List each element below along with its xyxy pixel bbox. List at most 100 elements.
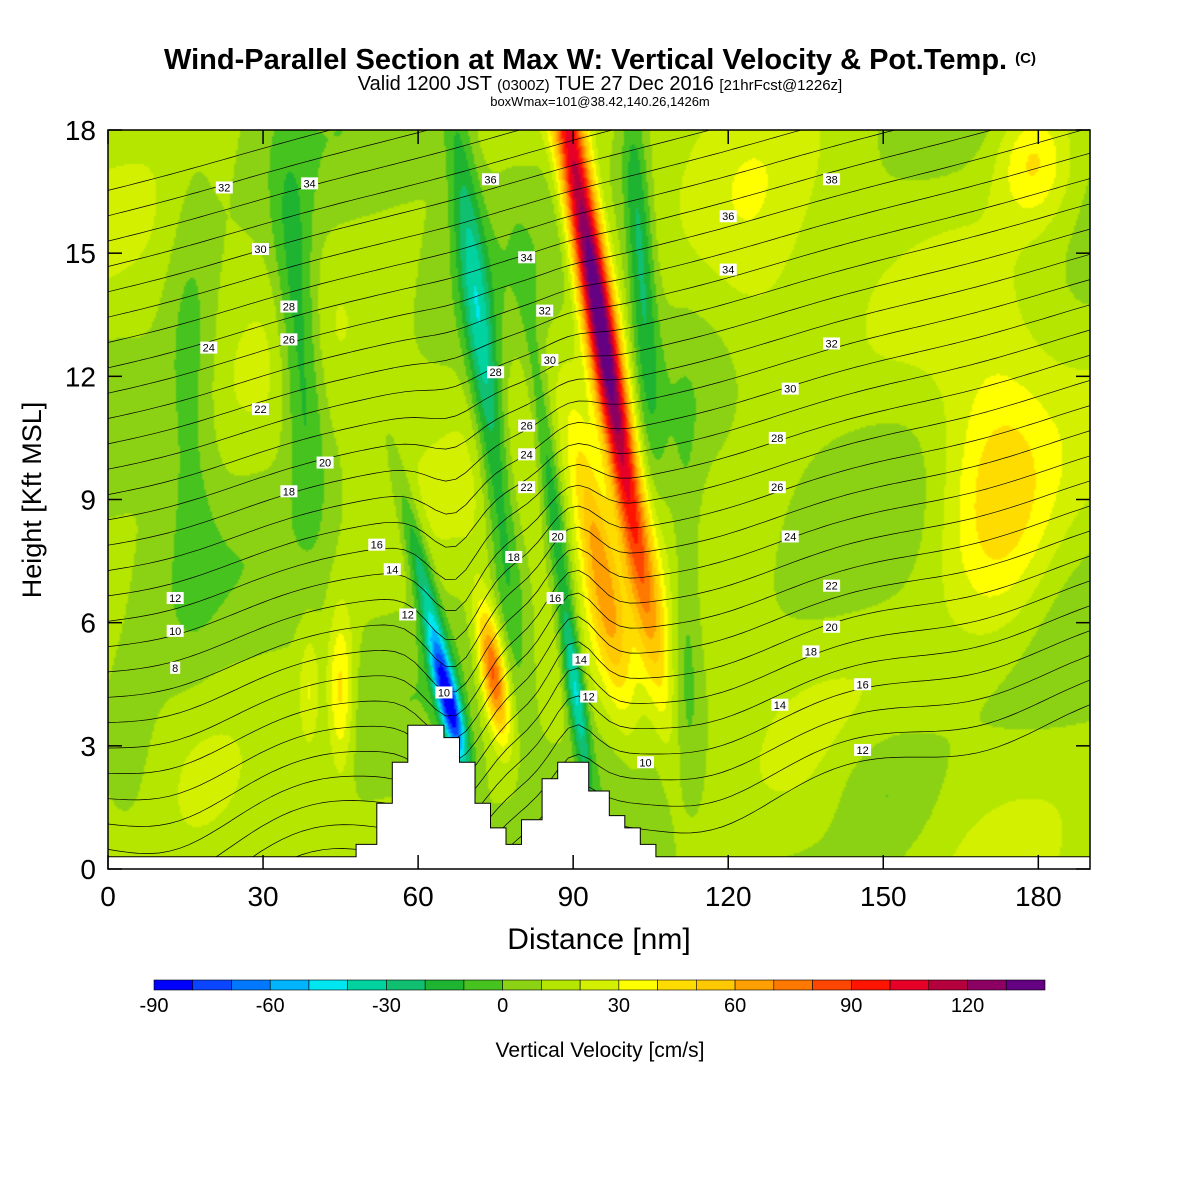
svg-text:12: 12 (856, 745, 868, 757)
theta-contour-line (108, 329, 1090, 597)
colorbar-box (463, 979, 503, 991)
theta-contour-line (108, 130, 711, 293)
svg-text:12: 12 (583, 692, 595, 704)
colorbar-box (1005, 979, 1046, 991)
svg-text:28: 28 (283, 302, 295, 314)
colorbar-box (424, 979, 465, 991)
colorbar-label: Vertical Velocity [cm/s] (496, 1039, 705, 1062)
theta-contour-label: 34 (301, 177, 319, 190)
theta-contour-label: 36 (719, 210, 737, 223)
colorbar-box (889, 979, 930, 991)
theta-contour-label: 22 (823, 579, 841, 593)
theta-contour-line (108, 178, 1090, 445)
colorbar-box (192, 979, 232, 991)
svg-text:16: 16 (856, 679, 868, 691)
svg-text:32: 32 (539, 306, 551, 318)
svg-text:10: 10 (438, 687, 450, 699)
x-tick-label: 30 (247, 881, 278, 912)
colorbar-box (502, 979, 542, 991)
svg-text:26: 26 (521, 421, 533, 433)
x-tick-label: 150 (860, 881, 907, 912)
svg-text:34: 34 (722, 265, 734, 277)
theta-contour-label: 32 (823, 337, 841, 350)
theta-contour-line (108, 430, 1090, 698)
y-tick-label: 6 (80, 608, 96, 639)
theta-contour-label: 26 (280, 333, 298, 346)
theta-contour-line (108, 380, 1090, 647)
y-axis-label: Height [Kft MSL] (17, 402, 47, 599)
colorbar-tick-label: 120 (951, 995, 984, 1017)
theta-contour-label: 14 (383, 563, 401, 576)
theta-contour-line (108, 279, 1090, 546)
colorbar-box (153, 979, 194, 991)
svg-text:32: 32 (218, 182, 230, 194)
svg-text:16: 16 (549, 593, 561, 605)
theta-contour-label: 8 (170, 661, 181, 675)
chart-box-info: boxWmax=101@38.42,140.26,1426m (490, 94, 710, 109)
theta-contour-label: 28 (768, 431, 786, 445)
theta-contour-label: 26 (768, 481, 786, 494)
colorbar-tick-label: 0 (497, 995, 508, 1017)
colorbar-box (696, 979, 736, 991)
theta-contour-line (108, 455, 1090, 723)
colorbar-tick-label: 30 (608, 995, 630, 1017)
theta-contour-label: 32 (215, 181, 233, 194)
svg-text:26: 26 (283, 334, 295, 346)
theta-contour-label: 10 (166, 624, 184, 638)
colorbar-box (812, 979, 852, 991)
svg-text:28: 28 (490, 367, 502, 379)
colorbar-box (347, 979, 387, 991)
colorbar-tick-label: -60 (256, 995, 285, 1017)
svg-text:10: 10 (169, 626, 181, 638)
y-tick-label: 0 (80, 854, 96, 885)
svg-text:18: 18 (508, 552, 520, 564)
svg-text:32: 32 (825, 338, 837, 350)
svg-text:36: 36 (484, 174, 496, 186)
svg-text:18: 18 (805, 646, 817, 658)
theta-contour-label: 28 (280, 300, 298, 314)
colorbar-box (734, 979, 775, 991)
theta-contour-label: 12 (854, 743, 872, 757)
colorbar-box (386, 979, 426, 991)
theta-contour-label: 24 (781, 530, 799, 543)
theta-contour-label: 38 (823, 173, 841, 186)
x-tick-label: 120 (705, 881, 752, 912)
svg-text:36: 36 (722, 211, 734, 223)
y-tick-label: 15 (65, 238, 96, 269)
svg-text:34: 34 (521, 252, 533, 264)
svg-text:30: 30 (784, 384, 796, 396)
theta-contour-line (108, 130, 331, 191)
colorbar-box (231, 979, 271, 991)
theta-contour-label: 30 (541, 353, 559, 367)
svg-text:16: 16 (371, 540, 383, 552)
axis-ticks (107, 129, 1090, 870)
svg-text:14: 14 (774, 700, 786, 712)
colorbar-tick-label: -90 (140, 995, 169, 1017)
svg-text:22: 22 (521, 482, 533, 494)
x-tick-label: 60 (403, 881, 434, 912)
theta-contour-label: 20 (316, 456, 334, 470)
theta-contour-label: 18 (280, 485, 298, 498)
colorbar-box (967, 979, 1007, 991)
theta-contour-label: 18 (505, 550, 523, 564)
svg-text:14: 14 (386, 564, 398, 576)
theta-contour-label: 34 (518, 251, 536, 264)
x-tick-labels: 0 30 60 90 120 150 180 (100, 881, 1061, 912)
colorbar-box (773, 979, 813, 991)
theta-contour-line (108, 130, 802, 318)
svg-text:34: 34 (303, 178, 315, 190)
theta-contour-label: 14 (572, 653, 590, 667)
svg-text:24: 24 (521, 449, 533, 461)
svg-text:10: 10 (639, 757, 651, 769)
theta-contour-label: 14 (771, 698, 789, 712)
svg-text:22: 22 (254, 404, 266, 416)
colorbar-box (928, 979, 968, 991)
theta-contour-label: 24 (200, 341, 218, 355)
theta-contour-label: 30 (251, 243, 269, 256)
chart-subtitle: Valid 1200 JST (0300Z) TUE 27 Dec 2016 [… (357, 73, 843, 95)
y-tick-label: 18 (65, 115, 96, 146)
theta-contour-line (108, 505, 1090, 774)
svg-text:22: 22 (825, 581, 837, 593)
vertical-velocity-field (108, 130, 1090, 869)
theta-contour-label: 36 (481, 173, 499, 186)
